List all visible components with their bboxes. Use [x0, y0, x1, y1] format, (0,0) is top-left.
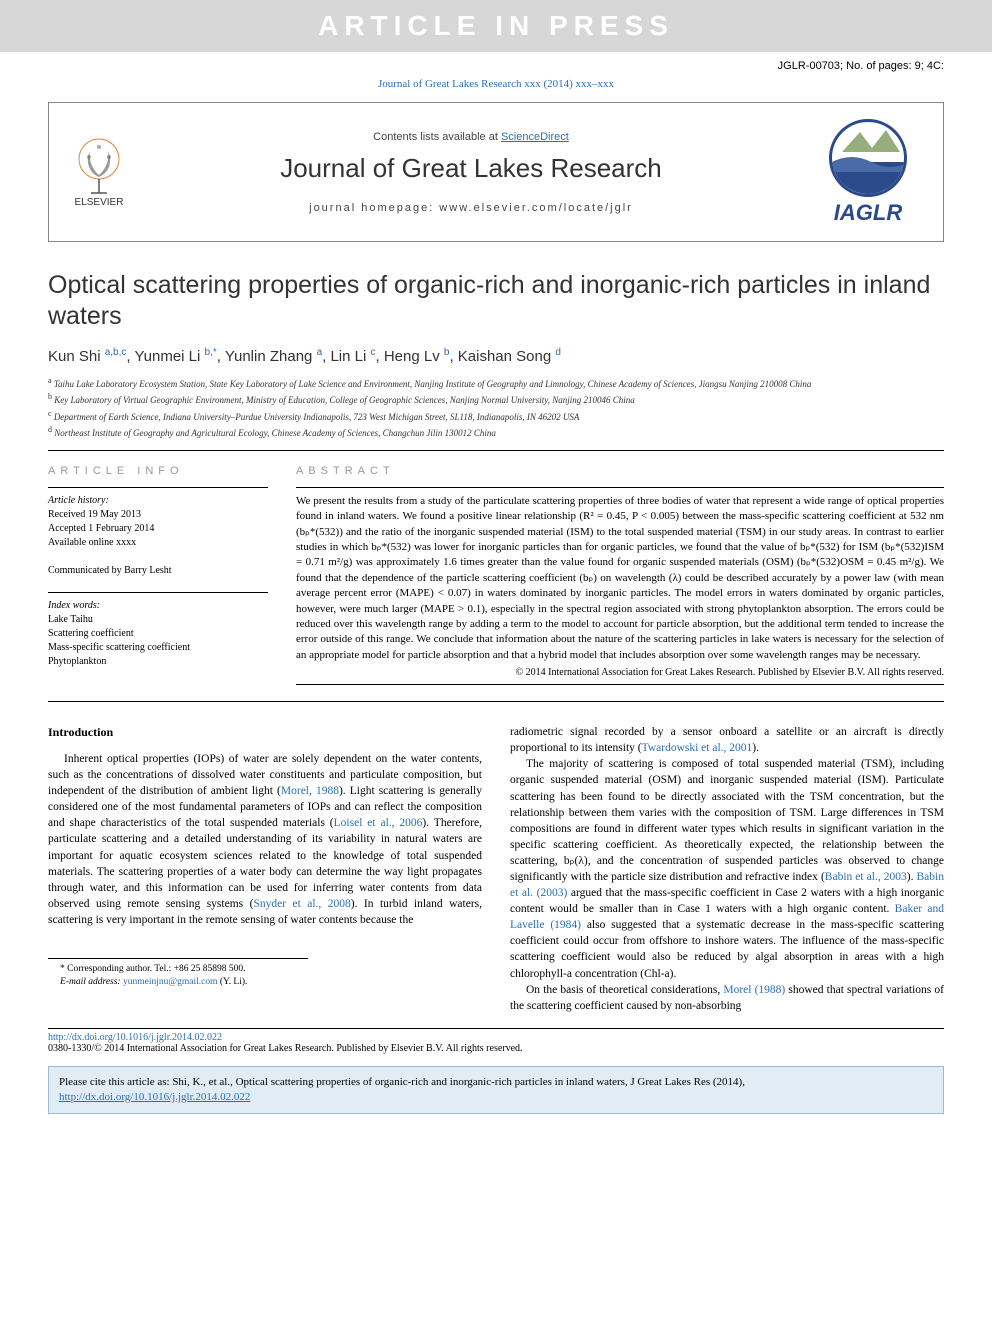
- index-word-3: Mass-specific scattering coefficient: [48, 641, 268, 655]
- divider-mid: [48, 701, 944, 702]
- intro-paragraph-2: radiometric signal recorded by a sensor …: [510, 724, 944, 756]
- iaglr-logo-icon: [829, 119, 907, 197]
- history-received: Received 19 May 2013: [48, 508, 268, 522]
- journal-header-center: Contents lists available at ScienceDirec…: [149, 103, 793, 241]
- index-label: Index words:: [48, 599, 268, 613]
- issn-copyright-line: 0380-1330/© 2014 International Associati…: [48, 1043, 523, 1054]
- abstract-copyright: © 2014 International Association for Gre…: [296, 667, 944, 678]
- journal-header-box: ELSEVIER Contents lists available at Sci…: [48, 102, 944, 242]
- index-word-1: Lake Taihu: [48, 613, 268, 627]
- info-divider-2: [48, 592, 268, 593]
- history-label: Article history:: [48, 494, 268, 508]
- corr-suffix: (Y. Li).: [217, 977, 247, 987]
- publisher-logo-block: ELSEVIER: [49, 103, 149, 241]
- contents-lists-prefix: Contents lists available at: [373, 131, 501, 143]
- authors-line: Kun Shi a,b,c, Yunmei Li b,*, Yunlin Zha…: [48, 347, 944, 365]
- article-title: Optical scattering properties of organic…: [48, 270, 944, 333]
- sciencedirect-link[interactable]: ScienceDirect: [501, 131, 569, 143]
- corr-email-link[interactable]: yunmeinjnu@gmail.com: [123, 977, 218, 987]
- journal-homepage: journal homepage: www.elsevier.com/locat…: [309, 202, 633, 214]
- affiliation-c: c Department of Earth Science, Indiana U…: [48, 408, 944, 424]
- affiliation-d: d Northeast Institute of Geography and A…: [48, 424, 944, 440]
- abstract-divider: [296, 487, 944, 488]
- affiliations-block: a Taihu Lake Laboratory Ecosystem Statio…: [48, 375, 944, 440]
- index-word-4: Phytoplankton: [48, 655, 268, 669]
- body-two-column: Introduction Inherent optical properties…: [48, 724, 944, 1014]
- journal-name: Journal of Great Lakes Research: [280, 153, 662, 184]
- doi-link[interactable]: http://dx.doi.org/10.1016/j.jglr.2014.02…: [48, 1032, 222, 1043]
- history-online: Available online xxxx: [48, 536, 268, 550]
- info-divider-1: [48, 487, 268, 488]
- page-header-code: JGLR-00703; No. of pages: 9; 4C:: [48, 60, 944, 72]
- contents-lists-line: Contents lists available at ScienceDirec…: [373, 131, 569, 143]
- publisher-name: ELSEVIER: [75, 197, 124, 208]
- corr-line-2: E-mail address: yunmeinjnu@gmail.com (Y.…: [48, 976, 308, 989]
- corresponding-author-box: * Corresponding author. Tel.: +86 25 858…: [48, 958, 308, 990]
- communicated-block: Communicated by Barry Lesht: [48, 564, 268, 578]
- affiliation-a: a Taihu Lake Laboratory Ecosystem Statio…: [48, 375, 944, 391]
- abstract-heading: abstract: [296, 465, 944, 477]
- abstract-column: abstract We present the results from a s…: [296, 465, 944, 691]
- article-in-press-banner: ARTICLE IN PRESS: [0, 0, 992, 52]
- history-accepted: Accepted 1 February 2014: [48, 522, 268, 536]
- article-info-column: article info Article history: Received 1…: [48, 465, 268, 691]
- society-name: IAGLR: [829, 200, 907, 226]
- abstract-text: We present the results from a study of t…: [296, 494, 944, 663]
- corr-prefix: E-mail address:: [60, 977, 123, 987]
- intro-paragraph-3: The majority of scattering is composed o…: [510, 756, 944, 981]
- corr-line-1: * Corresponding author. Tel.: +86 25 858…: [48, 963, 308, 976]
- society-logo-block: IAGLR: [793, 103, 943, 241]
- abstract-divider-bottom: [296, 684, 944, 685]
- journal-ref-top[interactable]: Journal of Great Lakes Research xxx (201…: [48, 78, 944, 90]
- cite-doi-link[interactable]: http://dx.doi.org/10.1016/j.jglr.2014.02…: [59, 1091, 250, 1103]
- intro-paragraph-4: On the basis of theoretical consideratio…: [510, 982, 944, 1014]
- index-word-2: Scattering coefficient: [48, 627, 268, 641]
- divider-top: [48, 450, 944, 451]
- cite-text: Please cite this article as: Shi, K., et…: [59, 1076, 745, 1088]
- affiliation-b: b Key Laboratory of Virtual Geographic E…: [48, 391, 944, 407]
- elsevier-tree-icon: [73, 137, 125, 195]
- page-footer: http://dx.doi.org/10.1016/j.jglr.2014.02…: [48, 1028, 944, 1054]
- introduction-heading: Introduction: [48, 724, 482, 741]
- intro-paragraph-1: Inherent optical properties (IOPs) of wa…: [48, 751, 482, 928]
- article-history-block: Article history: Received 19 May 2013 Ac…: [48, 494, 268, 550]
- index-words-block: Index words: Lake Taihu Scattering coeff…: [48, 599, 268, 669]
- citation-box: Please cite this article as: Shi, K., et…: [48, 1066, 944, 1114]
- article-info-heading: article info: [48, 465, 268, 477]
